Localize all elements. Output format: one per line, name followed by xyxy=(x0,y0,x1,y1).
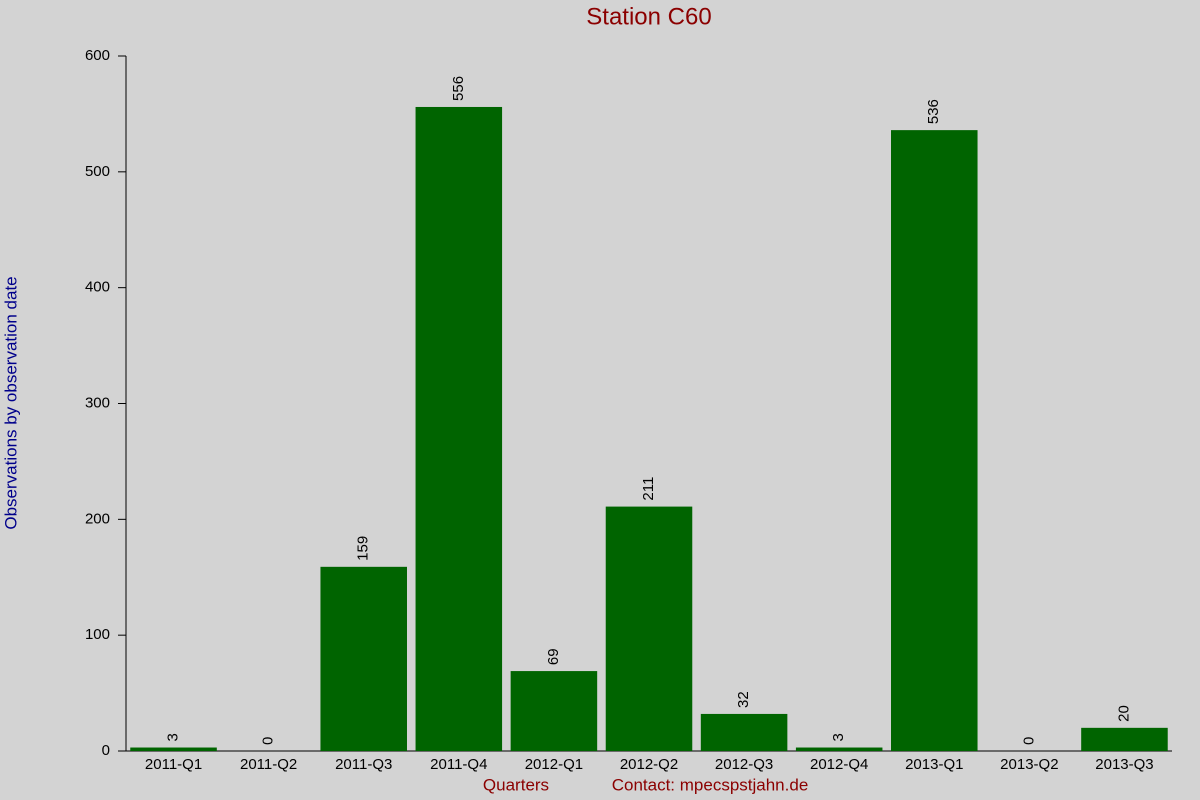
x-tick-label: 2012-Q3 xyxy=(715,756,773,773)
x-axis-label: Quarters xyxy=(483,775,549,794)
value-label: 0 xyxy=(260,737,277,745)
x-tick-label: 2011-Q4 xyxy=(430,756,487,773)
value-label: 69 xyxy=(545,648,562,665)
y-axis-label: Observations by observation date xyxy=(1,276,20,529)
x-tick-label: 2012-Q1 xyxy=(525,756,583,773)
x-tick-label: 2013-Q1 xyxy=(905,756,963,773)
y-tick-label: 300 xyxy=(85,394,110,411)
chart-title: Station C60 xyxy=(586,3,711,30)
y-tick-label: 200 xyxy=(85,510,110,527)
x-tick-label: 2011-Q3 xyxy=(335,756,392,773)
x-tick-label: 2013-Q3 xyxy=(1095,756,1153,773)
bar xyxy=(415,106,503,751)
value-label: 3 xyxy=(830,733,847,741)
value-label: 0 xyxy=(1020,737,1037,745)
value-label: 536 xyxy=(925,99,942,124)
bar xyxy=(510,671,598,751)
y-tick-label: 600 xyxy=(85,47,110,64)
y-tick-label: 100 xyxy=(85,626,110,643)
bar xyxy=(891,130,978,752)
y-tick-label: 500 xyxy=(85,163,110,180)
value-label: 3 xyxy=(165,733,182,741)
bar xyxy=(605,506,693,751)
x-tick-label: 2012-Q2 xyxy=(620,756,678,773)
value-label: 159 xyxy=(355,536,372,561)
bar xyxy=(700,713,788,751)
value-label: 211 xyxy=(640,477,657,501)
bar xyxy=(1081,727,1168,751)
x-tick-label: 2013-Q2 xyxy=(1000,756,1058,773)
value-label: 32 xyxy=(735,691,752,708)
y-tick-label: 400 xyxy=(85,279,110,296)
bar xyxy=(795,747,883,751)
bar xyxy=(320,566,407,751)
contact: Contact: mpecspstjahn.de xyxy=(612,775,809,794)
x-tick-label: 2011-Q1 xyxy=(145,756,202,773)
x-tick-label: 2011-Q2 xyxy=(240,756,297,773)
y-tick-label: 0 xyxy=(102,742,110,759)
value-label: 20 xyxy=(1115,705,1132,722)
x-tick-label: 2012-Q4 xyxy=(810,756,868,773)
value-label: 556 xyxy=(450,76,467,101)
bar xyxy=(130,747,217,751)
